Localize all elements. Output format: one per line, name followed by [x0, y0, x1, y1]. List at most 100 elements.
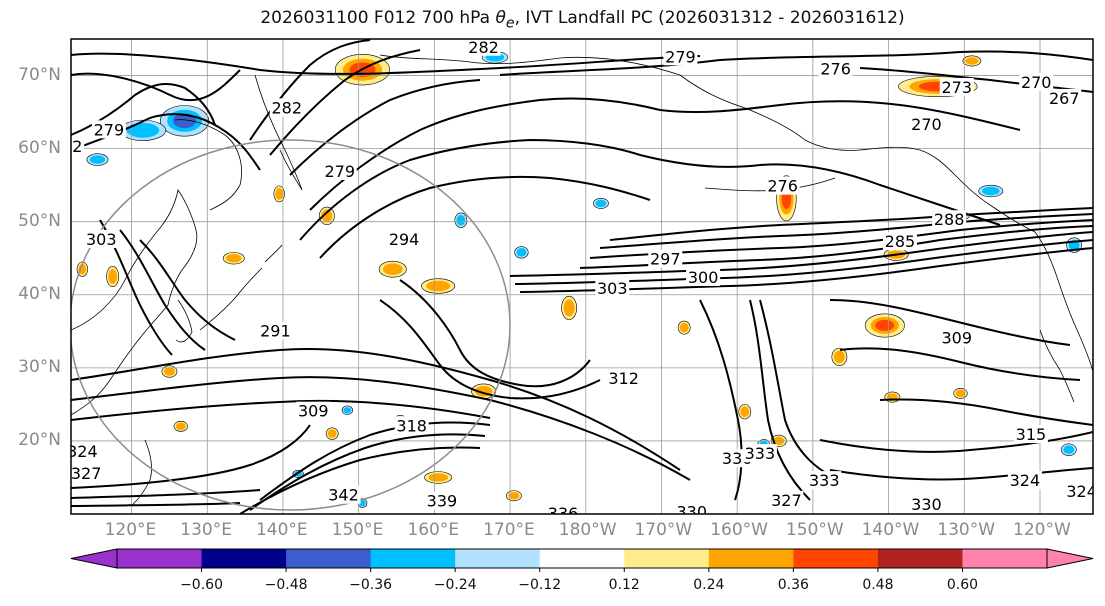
contour-label-bg	[663, 47, 698, 66]
pc-region-core	[982, 186, 1000, 196]
colorbar-min-extend	[70, 548, 118, 569]
contour-label: 279	[94, 120, 125, 139]
coastline-japan	[199, 244, 283, 331]
longitude-label: 120°E	[104, 520, 157, 540]
map-background	[71, 39, 1093, 514]
contour-label-bg	[322, 162, 357, 180]
colorbar-bin	[455, 549, 541, 568]
contour-line	[509, 231, 1093, 277]
colorbar-bin	[117, 549, 203, 568]
contour-label: 318	[396, 416, 427, 435]
map-frame	[70, 38, 1094, 515]
contour-label-bg	[394, 416, 429, 435]
pc-region-core	[275, 188, 284, 200]
contour-label-bg	[91, 120, 126, 139]
pc-region-core	[428, 473, 448, 482]
contour-line	[239, 446, 481, 514]
contour-line	[249, 433, 486, 511]
longitude-label: 140°W	[861, 520, 920, 540]
latitude-label: 30°N	[18, 356, 61, 377]
contour-label-bg	[466, 39, 501, 56]
contour-line	[249, 39, 371, 141]
pc-region-core	[516, 248, 527, 257]
pc-region-core	[89, 155, 106, 164]
pc-region-core	[1063, 445, 1075, 454]
contour-line	[659, 100, 1021, 131]
map-title: 2026031100 F012 700 hPa θe, IVT Landfall…	[0, 8, 1105, 31]
contour-line	[71, 399, 491, 421]
contour-line	[699, 299, 743, 501]
contour-label: 312	[608, 369, 639, 388]
pc-region-core	[172, 113, 197, 129]
colorbar	[70, 548, 1094, 572]
contour-label: 279	[665, 47, 696, 66]
longitude-label: 150°E	[331, 520, 384, 540]
contour-line	[319, 175, 651, 259]
colorbar-tick-label: −0.60	[180, 577, 223, 593]
contour-label: 300	[688, 268, 719, 287]
contour-line	[759, 299, 841, 481]
region-outline	[71, 139, 511, 511]
colorbar-tick-label: −0.12	[518, 577, 562, 593]
contour-label: 282	[468, 38, 499, 57]
coastline-north-america-west	[1034, 231, 1093, 373]
contour-line	[309, 97, 661, 211]
contour-label-bg	[674, 502, 709, 514]
contour-label-bg	[882, 232, 917, 251]
contour-label-bg	[269, 98, 304, 117]
coastline-philippines	[131, 439, 153, 506]
longitude-label: 130°W	[937, 520, 996, 540]
coastline-kamchatka	[254, 74, 303, 191]
colorbar-tick-label: −0.48	[264, 577, 308, 593]
pc-region-core	[508, 492, 520, 500]
pc-region-core	[679, 322, 689, 333]
pc-region-core	[226, 254, 242, 263]
longitude-label: 170°E	[483, 520, 535, 540]
colorbar-bin	[962, 549, 1048, 568]
pc-region-core	[321, 209, 333, 223]
contour-label-bg	[84, 229, 119, 248]
pc-region-core	[175, 422, 186, 430]
contour-line	[749, 299, 811, 501]
contour-label: 270	[911, 115, 942, 134]
contour-line	[829, 467, 1093, 481]
contour-label-bg	[546, 504, 581, 514]
contour-label-bg	[932, 210, 967, 229]
contour-label-bg	[326, 485, 361, 504]
latitude-label: 60°N	[18, 137, 61, 158]
coastline-alaska	[679, 74, 1036, 233]
coastline-baja	[1039, 329, 1075, 403]
contour-line	[639, 154, 1001, 226]
title-prefix: 2026031100 F012 700 hPa	[260, 8, 496, 28]
contour-label-bg	[1047, 88, 1082, 107]
pc-region-core	[108, 269, 117, 284]
contour-label: 309	[941, 329, 972, 348]
contour-label-bg	[807, 471, 842, 490]
pc-region-core	[382, 263, 403, 275]
colorbar-bin	[539, 549, 625, 568]
colorbar-max-extend	[1046, 548, 1094, 569]
contour-label: 336	[548, 504, 579, 523]
contour-label: 315	[1016, 425, 1047, 444]
contour-label-bg	[1013, 425, 1048, 444]
contour-line	[259, 421, 491, 501]
contour-label: 294	[389, 230, 420, 249]
contour-line	[71, 52, 701, 75]
coastline-okhotsk	[174, 119, 242, 211]
contour-line	[71, 376, 691, 481]
contour-line	[829, 299, 1071, 346]
coastline-arctic	[379, 54, 681, 76]
contour-label-bg	[71, 137, 85, 156]
latitude-label: 70°N	[18, 64, 61, 85]
latitude-label: 40°N	[18, 283, 61, 304]
contour-label: 327	[71, 464, 102, 483]
contour-label: 279	[324, 162, 355, 181]
contour-label-bg	[1019, 72, 1054, 91]
contour-label: 270	[1021, 73, 1052, 92]
contour-label: 324	[1066, 482, 1097, 501]
contour-label: 327	[771, 491, 802, 510]
contour-label-bg	[909, 115, 944, 134]
colorbar-tick-label: −0.36	[349, 577, 393, 593]
coastline-korea	[175, 299, 193, 343]
colorbar-frame	[116, 548, 1048, 569]
